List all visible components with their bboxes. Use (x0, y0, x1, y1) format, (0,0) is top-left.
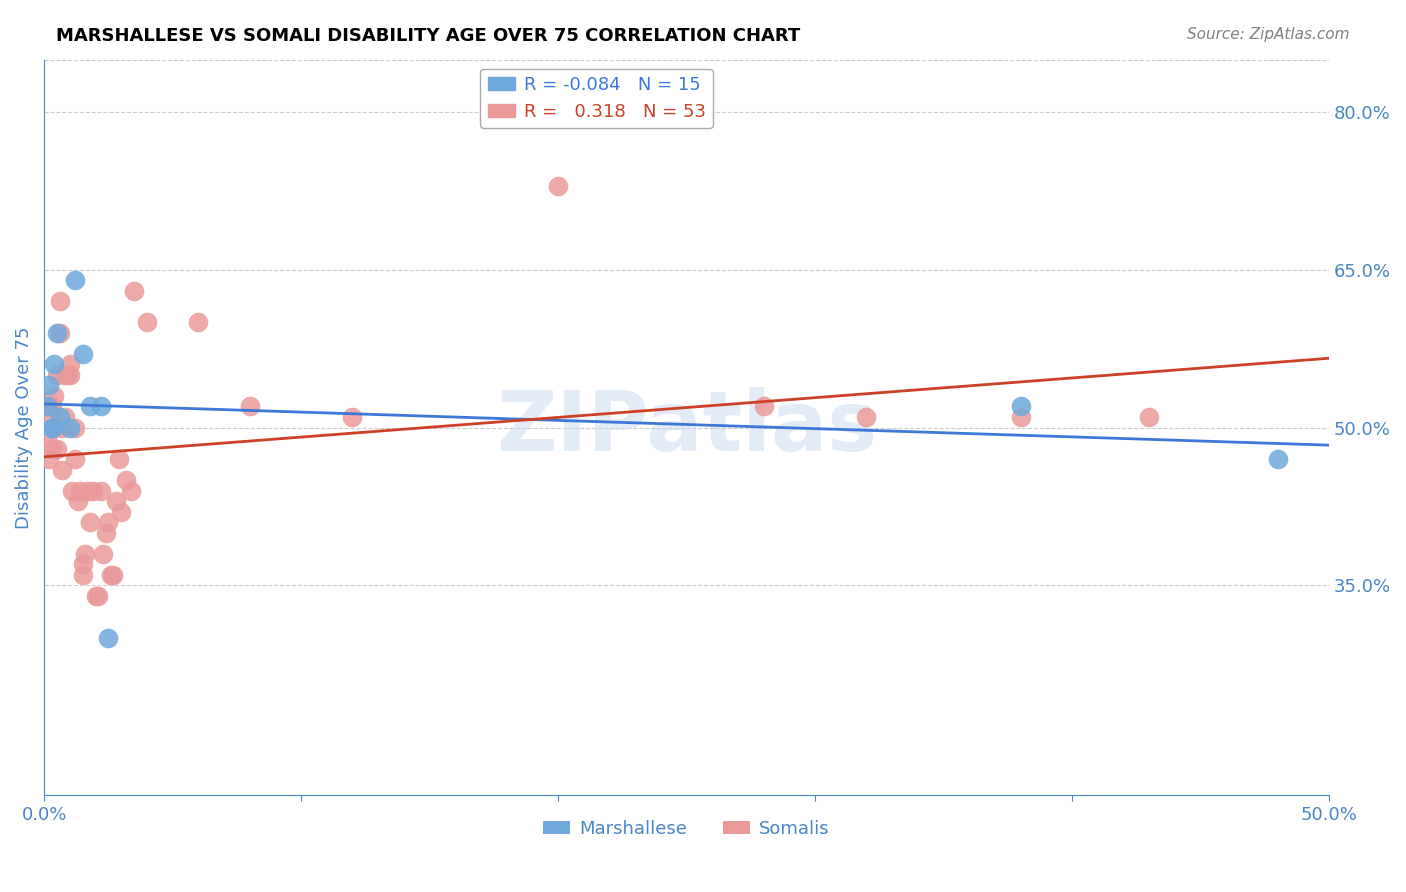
Point (44, 358, 66, 372)
Point (56, 368, 79, 382)
Point (84, 589, 107, 603)
Point (97, 631, 120, 645)
Point (63, 420, 86, 434)
Point (59, 420, 82, 434)
Point (87, 589, 110, 603)
Text: MARSHALLESE VS SOMALI DISABILITY AGE OVER 75 CORRELATION CHART: MARSHALLESE VS SOMALI DISABILITY AGE OVE… (56, 27, 800, 45)
Point (46, 326, 69, 340)
Point (342, 409, 364, 424)
Point (187, 315, 209, 329)
Point (79, 400, 101, 414)
Point (115, 473, 138, 487)
Point (69, 483, 91, 498)
Point (63, 273, 86, 287)
Point (41, 420, 63, 434)
Point (121, 483, 143, 498)
Point (1267, 452, 1289, 467)
Point (41, 420, 63, 434)
Point (75, 547, 97, 561)
Legend: Marshallese, Somalis: Marshallese, Somalis (536, 813, 837, 846)
Point (1137, 409, 1160, 424)
Point (107, 452, 129, 467)
Text: Source: ZipAtlas.com: Source: ZipAtlas.com (1187, 27, 1350, 42)
Point (72, 567, 94, 582)
Point (90, 400, 112, 414)
Point (110, 505, 132, 519)
Point (48, 409, 70, 424)
Point (239, 400, 262, 414)
Point (105, 494, 128, 508)
Point (103, 567, 125, 582)
Point (46, 368, 69, 382)
Point (53, 368, 76, 382)
Point (48, 326, 70, 340)
Point (1010, 409, 1032, 424)
Point (82, 483, 104, 498)
Point (122, 284, 145, 298)
Point (1010, 400, 1032, 414)
Point (60, 483, 83, 498)
Point (44, 389, 66, 403)
Point (38, 378, 60, 392)
Point (135, 315, 157, 329)
Point (100, 567, 122, 582)
Point (752, 400, 775, 414)
Point (59, 368, 82, 382)
Point (91, 547, 114, 561)
Point (48, 294, 70, 309)
Point (855, 409, 877, 424)
Point (76, 483, 98, 498)
Point (53, 409, 76, 424)
Point (547, 178, 569, 193)
Point (72, 557, 94, 571)
Point (41, 442, 63, 456)
Text: ZIPatlas: ZIPatlas (496, 387, 877, 468)
Point (41, 400, 63, 414)
Point (35, 431, 58, 445)
Point (44, 420, 66, 434)
Point (94, 525, 117, 540)
Point (90, 483, 112, 498)
Point (63, 452, 86, 467)
Point (79, 515, 101, 529)
Y-axis label: Disability Age Over 75: Disability Age Over 75 (15, 326, 32, 529)
Point (51, 462, 73, 476)
Point (97, 515, 120, 529)
Point (51, 420, 73, 434)
Point (41, 409, 63, 424)
Point (38, 452, 60, 467)
Point (59, 358, 82, 372)
Point (66, 494, 89, 508)
Point (35, 400, 58, 414)
Point (72, 347, 94, 361)
Point (46, 442, 69, 456)
Point (38, 400, 60, 414)
